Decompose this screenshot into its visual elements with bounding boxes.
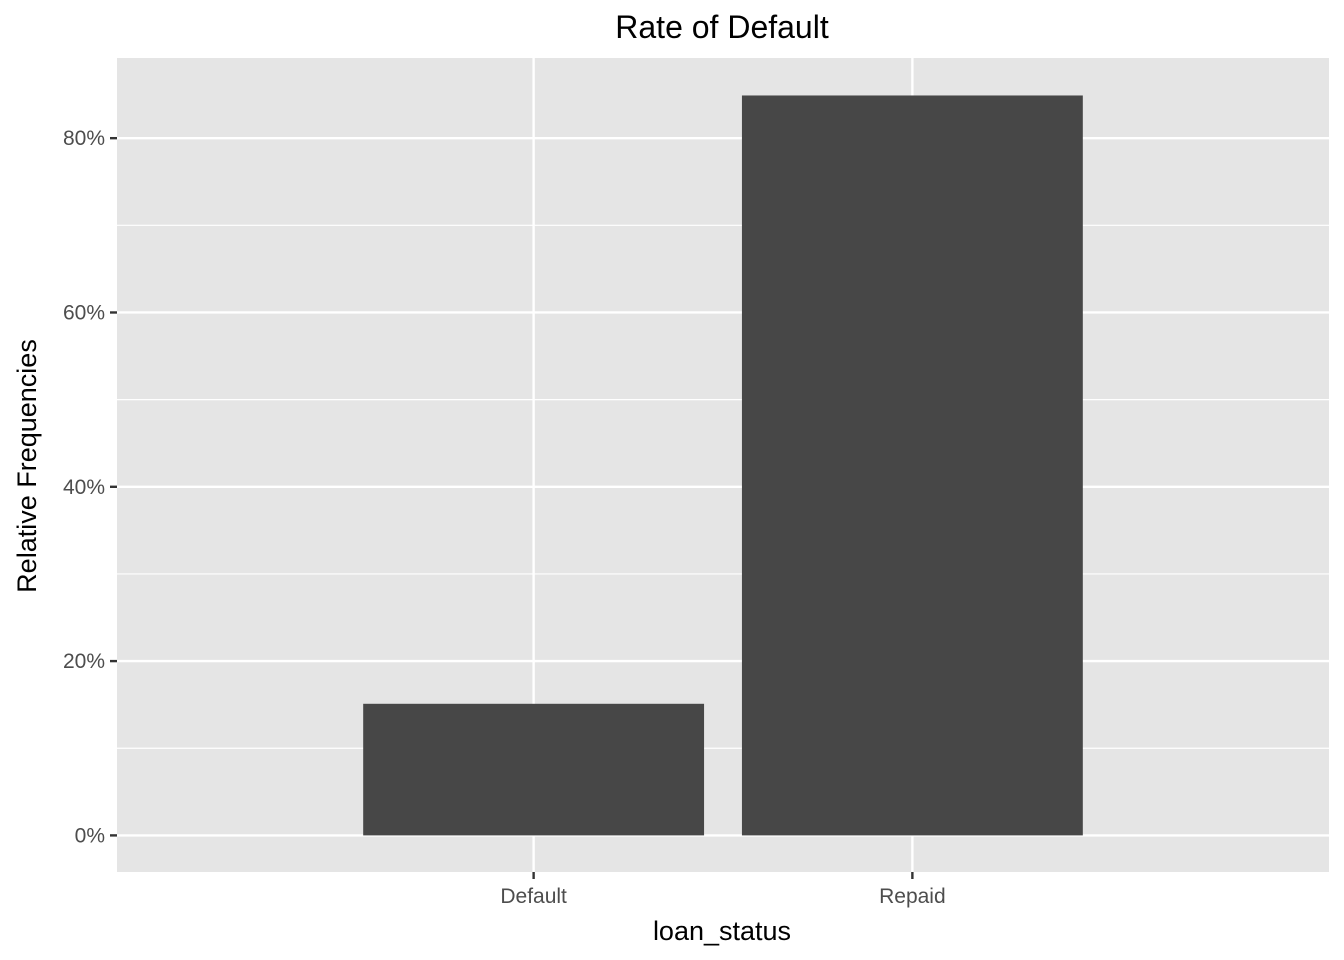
y-axis-title: Relative Frequencies [12, 339, 42, 593]
x-axis: Default Repaid [500, 872, 946, 908]
chart-title: Rate of Default [615, 9, 829, 45]
bar-repaid [741, 95, 1083, 836]
x-tick-label: Repaid [879, 885, 946, 908]
x-tick-label: Default [500, 885, 567, 908]
plot-panel [117, 58, 1329, 872]
y-tick-label: 60% [63, 301, 105, 324]
bars [363, 95, 1083, 836]
y-tick-label: 20% [63, 650, 105, 673]
minor-gridlines [117, 224, 1329, 749]
y-tick-label: 40% [63, 476, 105, 499]
bar-default [363, 703, 705, 836]
y-tick-label: 80% [63, 127, 105, 150]
x-axis-title: loan_status [653, 916, 791, 946]
y-axis: 0% 20% 40% 60% 80% [63, 127, 117, 847]
y-tick-label: 0% [75, 824, 105, 847]
